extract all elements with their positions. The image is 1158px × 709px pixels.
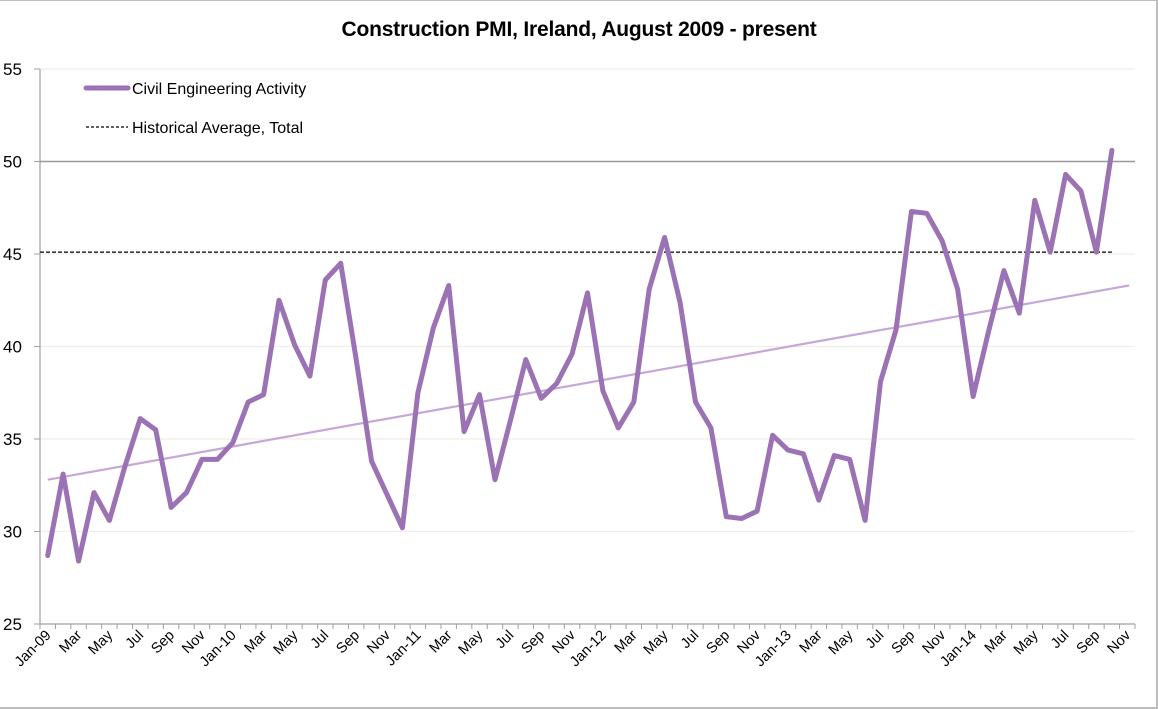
- y-tick-label: 45: [3, 245, 22, 264]
- x-tick-label: Sep: [518, 628, 548, 658]
- x-tick-label: Mar: [241, 627, 270, 656]
- x-tick-label: Mar: [982, 627, 1011, 656]
- y-tick-label: 25: [3, 615, 22, 634]
- x-tick-label: Nov: [1105, 627, 1135, 657]
- x-tick-label: Sep: [333, 628, 363, 658]
- x-tick-label: May: [86, 627, 117, 658]
- x-tick-label: Jul: [678, 628, 702, 652]
- x-tick-label: Jan-11: [383, 628, 425, 670]
- x-tick-label: Jul: [493, 628, 517, 652]
- x-tick-label: Jul: [308, 628, 332, 652]
- x-tick-label: May: [271, 627, 302, 658]
- x-tick-label: Jul: [1048, 628, 1072, 652]
- legend: Civil Engineering Activity Historical Av…: [86, 81, 306, 137]
- legend-label-historical-average: Historical Average, Total: [132, 120, 303, 137]
- x-tick-label: May: [1011, 627, 1042, 658]
- x-tick-label: Sep: [1074, 628, 1104, 658]
- x-tick-label: Jul: [123, 628, 147, 652]
- x-tick-label: Sep: [704, 628, 734, 658]
- x-tick-label: May: [456, 627, 487, 658]
- y-tick-label: 40: [3, 338, 22, 357]
- legend-label-civil-engineering: Civil Engineering Activity: [132, 81, 306, 98]
- x-tick-label: Jul: [863, 628, 887, 652]
- x-tick-label: Mar: [612, 627, 641, 656]
- x-tick-label: Sep: [148, 628, 178, 658]
- x-tick-label: May: [826, 627, 857, 658]
- y-tick-label: 35: [3, 430, 22, 449]
- x-tick-label: May: [641, 627, 672, 658]
- y-tick-label: 50: [3, 153, 22, 172]
- x-tick-label: Mar: [427, 627, 456, 656]
- y-tick-label: 30: [3, 523, 22, 542]
- x-tick-label: Mar: [797, 627, 826, 656]
- civil-engineering-activity-line: [48, 150, 1112, 561]
- y-tick-label: 55: [3, 60, 22, 79]
- x-tick-label: Mar: [56, 627, 85, 656]
- x-tick-label: Sep: [889, 628, 919, 658]
- series-layer: [40, 150, 1129, 561]
- y-axis-ticks: 25 30 35 40 45 50 55: [3, 60, 40, 634]
